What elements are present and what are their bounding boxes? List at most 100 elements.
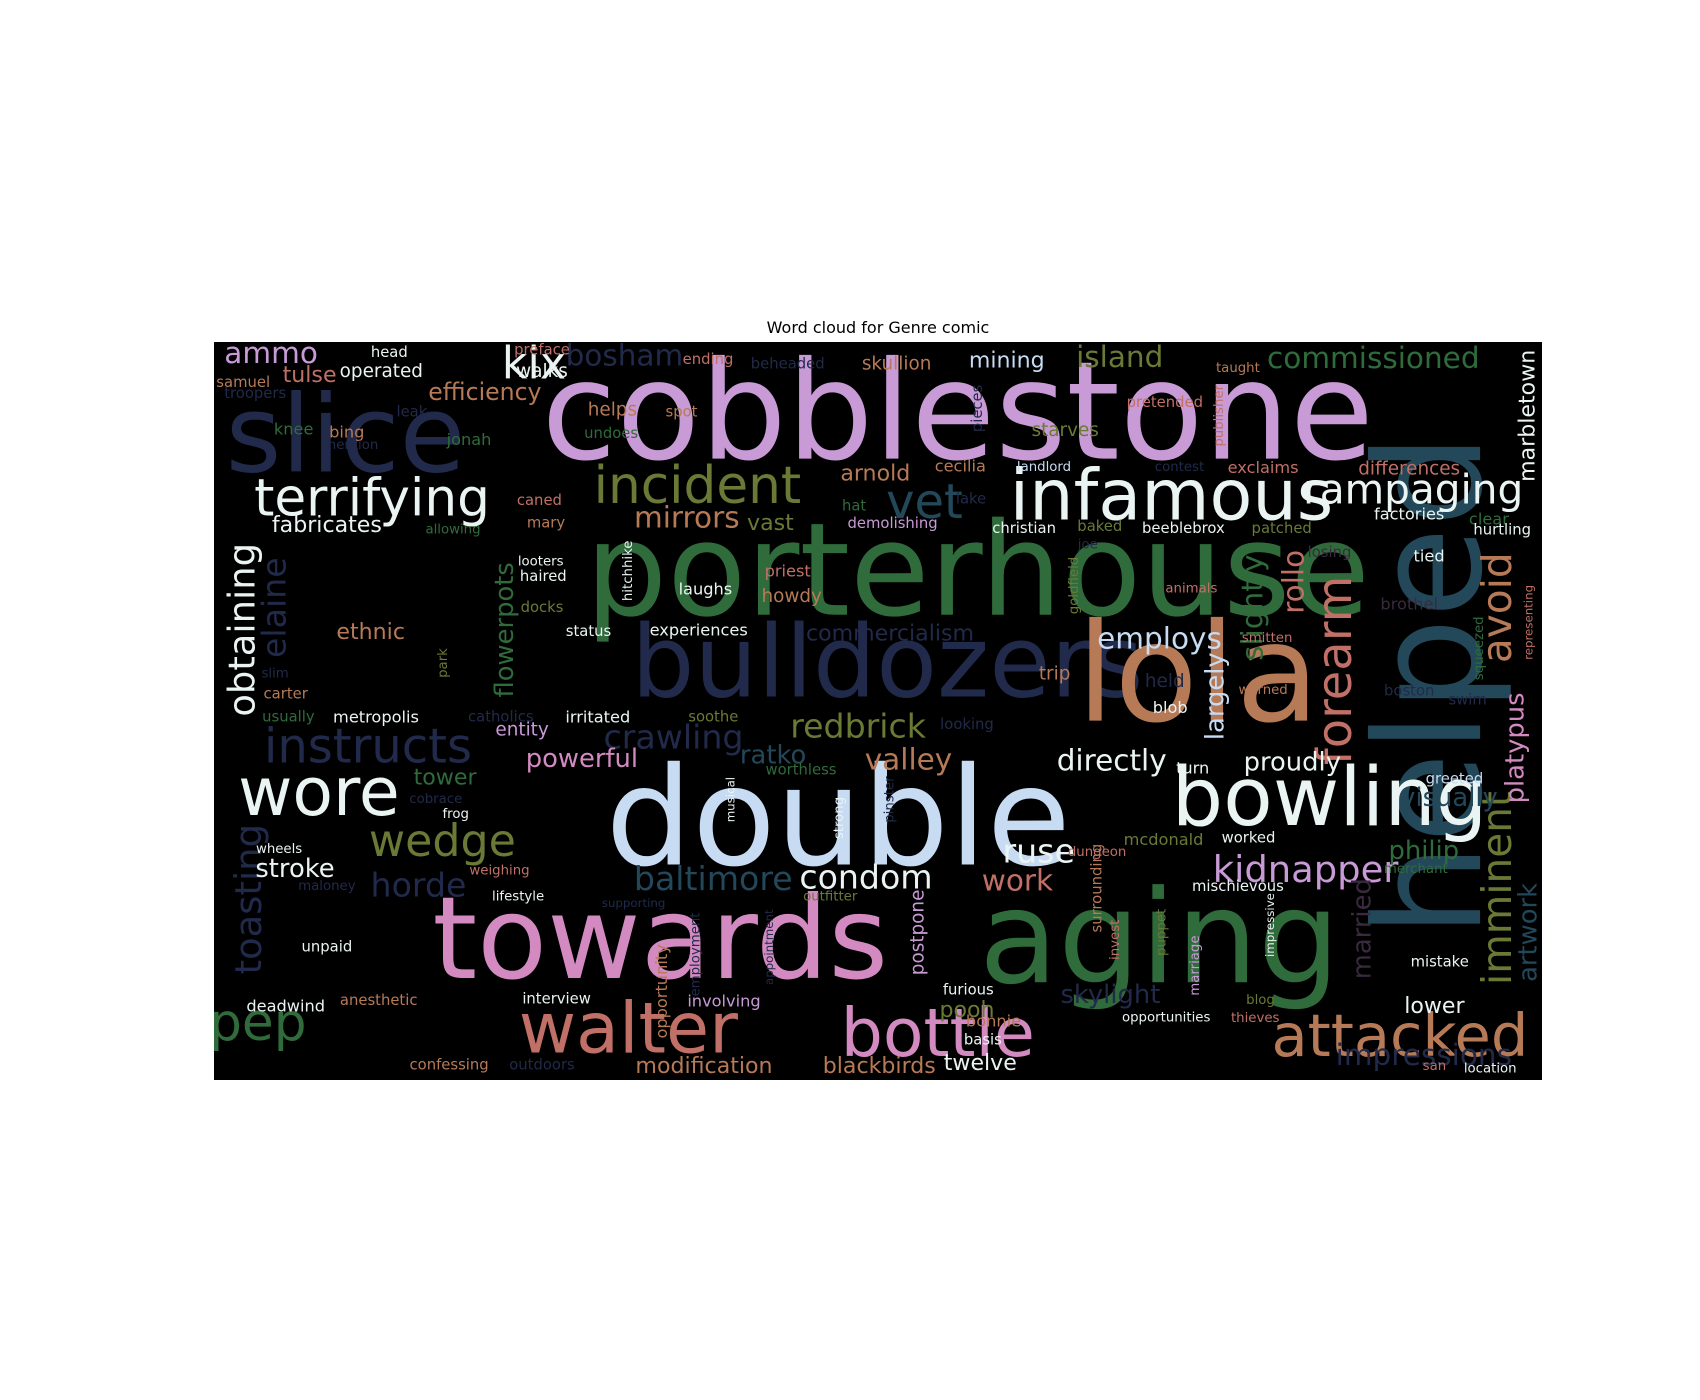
word-allowing: allowing (425, 523, 480, 538)
word-bowling: bowling (1172, 751, 1488, 845)
word-bonnie: bonnie (966, 1012, 1021, 1031)
word-ruse: ruse (1003, 832, 1075, 871)
word-bing: bing (329, 423, 364, 442)
word-priest: priest (765, 561, 811, 580)
word-held: held (1145, 671, 1185, 692)
word-factories: factories (1374, 505, 1444, 524)
word-docks: docks (521, 599, 564, 616)
word-representing: representing (1522, 585, 1536, 660)
word-clear: clear (1469, 510, 1509, 529)
word-hat: hat (842, 497, 866, 514)
word-landlord: landlord (1017, 460, 1071, 475)
word-kix: kix (502, 342, 566, 390)
word-terrifying: terrifying (254, 469, 490, 529)
word-commissioned: commissioned (1267, 342, 1480, 375)
word-largely: largely (1200, 652, 1230, 740)
word-hitchhike: hitchhike (621, 540, 636, 601)
word-laughs: laughs (679, 580, 733, 599)
word-helped: helped (1343, 433, 1515, 937)
word-preface: preface (514, 342, 570, 359)
word-animals: animals (1165, 582, 1217, 597)
word-wedge: wedge (369, 816, 516, 867)
word-tower: tower (414, 764, 478, 790)
word-condom: condom (799, 858, 932, 897)
word-christian: christian (992, 520, 1056, 537)
word-basis: basis (964, 1032, 1002, 1049)
word-goldfield: goldfield (1067, 557, 1082, 614)
word-incident: incident (594, 456, 802, 516)
word-caned: caned (517, 492, 562, 509)
word-platypus: platypus (1500, 692, 1530, 803)
word-status: status (566, 623, 611, 640)
word-employs: employs (1097, 622, 1222, 656)
word-lake: lake (956, 491, 986, 508)
word-supporting: supporting (602, 896, 666, 910)
word-baltimore: baltimore (634, 859, 793, 898)
word-warned: warned (1238, 683, 1287, 698)
word-valley: valley (865, 743, 953, 777)
word-taught: taught (1216, 361, 1260, 376)
word-bulldozers: bulldozers (631, 606, 1143, 721)
word-squeezed: squeezed (1472, 616, 1487, 680)
word-contest: contest (1155, 460, 1204, 475)
word-wore: wore (238, 753, 400, 831)
word-rollo: rollo (1277, 550, 1311, 614)
word-mary: mary (527, 514, 566, 531)
word-pieces: pieces (969, 385, 986, 433)
word-cobrace: cobrace (409, 792, 462, 807)
word-bosham: bosham (566, 342, 684, 372)
word-imminent: imminent (1473, 791, 1521, 985)
word-soothe: soothe (688, 708, 738, 725)
word-swim: swim (1448, 691, 1486, 708)
word-merchant: merchant (1384, 862, 1448, 877)
word-redbrick: redbrick (790, 706, 927, 745)
word-invest: invest (1108, 920, 1123, 960)
word-commercialism: commercialism (806, 621, 974, 647)
word-rampaging: rampaging (1303, 466, 1523, 514)
word-porterhouse: porterhouse (585, 496, 1370, 646)
word-involving: involving (687, 992, 760, 1011)
word-marbletown: marbletown (1514, 350, 1540, 482)
word-dungeon: dungeon (1068, 845, 1126, 860)
word-joe: joe (1077, 538, 1098, 553)
word-vast: vast (747, 510, 794, 536)
cloud-background (214, 342, 1542, 1080)
word-cecilia: cecilia (935, 457, 986, 476)
word-beeblebrox: beeblebrox (1142, 520, 1225, 537)
word-philip: philip (1388, 836, 1459, 866)
word-marriage: marriage (1188, 935, 1203, 995)
word-strong: strong (832, 797, 847, 839)
word-worked: worked (1222, 829, 1276, 846)
word-mirrors: mirrors (634, 501, 740, 535)
word-cobblestone: cobblestone (541, 342, 1373, 492)
word-blog: blog (1246, 993, 1275, 1008)
word-head: head (371, 344, 408, 361)
word-outfitter: outfitter (803, 890, 858, 905)
word-blackbirds: blackbirds (823, 1053, 936, 1079)
word-turn: turn (1176, 758, 1209, 777)
word-frog: frog (442, 807, 468, 822)
word-flowerpots: flowerpots (490, 562, 520, 697)
word-greeted: greeted (1426, 770, 1484, 787)
word-metropolis: metropolis (333, 707, 419, 726)
word-appointment: appointment (762, 909, 776, 985)
word-walks: walks (516, 361, 568, 382)
word-forearm: forearm (1307, 576, 1363, 766)
word-weighing: weighing (469, 864, 529, 879)
word-musical: musical (724, 777, 738, 822)
word-tulse: tulse (283, 362, 337, 388)
word-fabricates: fabricates (272, 512, 382, 538)
word-opportunity: opportunity (652, 944, 671, 1039)
word-maloney: maloney (298, 879, 356, 894)
word-work: work (982, 864, 1053, 898)
word-unpaid: unpaid (302, 939, 353, 956)
word-towards: towards (432, 872, 888, 1005)
word-helps: helps (588, 399, 637, 420)
word-park: park (436, 648, 451, 678)
word-avoid: avoid (1473, 552, 1521, 663)
word-wheels: wheels (256, 842, 302, 857)
word-impressive: impressive (1263, 893, 1277, 957)
word-catholics: catholics (468, 708, 534, 725)
word-powerful: powerful (526, 744, 638, 774)
